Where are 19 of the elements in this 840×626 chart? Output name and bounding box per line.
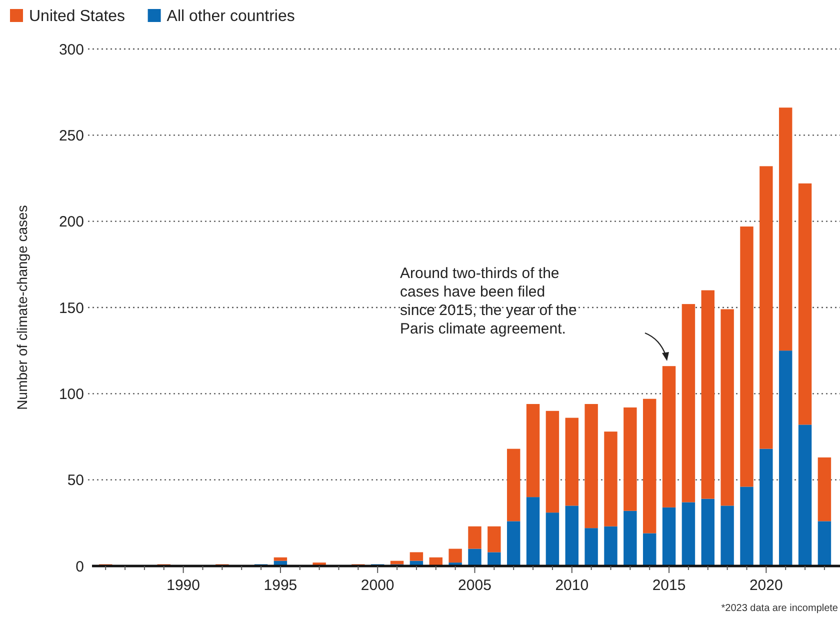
x-tick-label: 2000 — [360, 577, 394, 594]
x-tick-label: 2015 — [652, 577, 686, 594]
legend-label: All other countries — [166, 8, 295, 25]
x-tick-label: 1995 — [264, 577, 298, 594]
y-tick-label: 100 — [58, 386, 84, 403]
y-axis-title: Number of climate-change cases — [14, 205, 30, 410]
x-tick-label: 2010 — [555, 577, 589, 594]
x-tick-label: 2020 — [749, 577, 783, 594]
y-tick-label: 250 — [58, 127, 84, 144]
y-tick-label: 200 — [58, 214, 84, 231]
y-tick-label: 300 — [58, 41, 84, 58]
text: *2023 data are incomplete — [721, 603, 838, 614]
annotation: Around two-thirds of the cases have been filed since 2015, the year of the Paris climate agreement. — [400, 265, 577, 338]
y-tick-label: 0 — [76, 558, 84, 576]
y-tick-label: 50 — [67, 472, 84, 490]
x-tick-label: 1990 — [166, 577, 200, 594]
y-tick-label: 150 — [58, 300, 84, 317]
x-tick-label: 2005 — [458, 577, 492, 594]
legend-label: United States — [29, 8, 126, 25]
